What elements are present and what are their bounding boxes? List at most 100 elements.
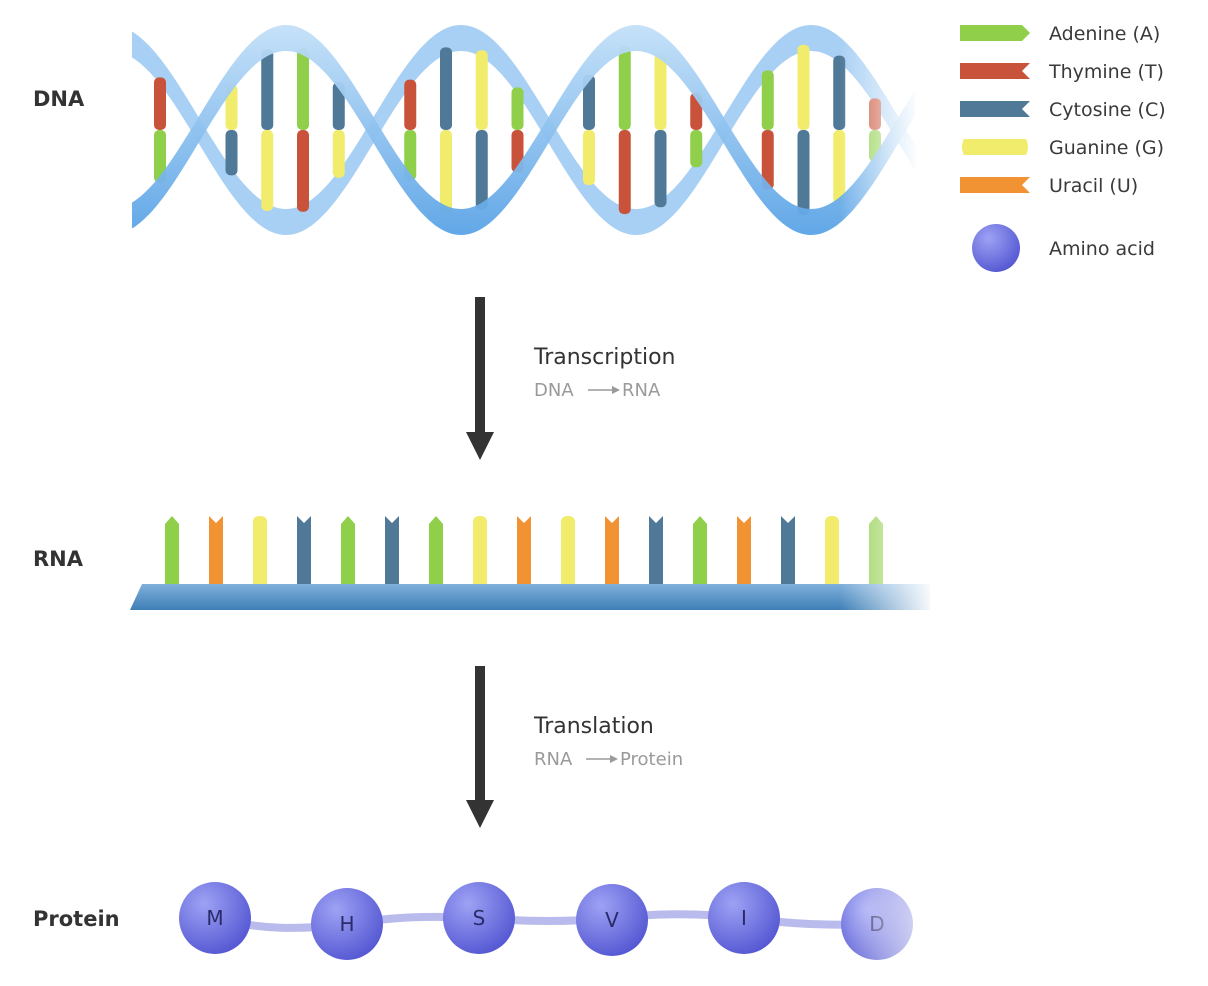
dna-double-helix xyxy=(132,10,920,260)
base-pair xyxy=(261,49,274,211)
legend-item-amino: Amino acid xyxy=(972,224,1155,272)
amino-acid-swatch-icon xyxy=(972,224,1020,272)
rna-row-label: RNA xyxy=(33,547,84,571)
rna-base-a xyxy=(165,516,179,592)
helix-back-strand xyxy=(132,25,915,235)
rna-base-u xyxy=(737,516,751,592)
amino-acid-circle xyxy=(179,882,251,954)
base-pair xyxy=(154,77,166,183)
amino-acid: I xyxy=(708,882,780,954)
translation-from: RNA xyxy=(534,749,573,770)
legend-label-a: Adenine (A) xyxy=(1049,23,1160,45)
base-t xyxy=(404,79,417,130)
rna-base-g xyxy=(825,516,839,592)
rna-base-a xyxy=(341,516,355,592)
rna-base-g xyxy=(561,516,575,592)
amino-acid-letter: H xyxy=(339,912,354,936)
rna-base-a xyxy=(693,516,707,592)
rna-base-u xyxy=(209,516,223,592)
transcription-subtitle: DNA RNA xyxy=(534,380,661,401)
base-c xyxy=(654,130,667,208)
base-pair xyxy=(475,50,488,210)
base-a xyxy=(154,130,166,183)
amino-acid-circle xyxy=(443,882,515,954)
helix-front-strand xyxy=(132,25,915,235)
protein-chain: MHSVID xyxy=(179,880,918,970)
amino-acid-letter: V xyxy=(605,908,619,932)
base-t xyxy=(761,130,774,190)
legend-swatch-u-icon xyxy=(960,177,1030,193)
legend-swatch-g-icon xyxy=(962,139,1028,155)
legend-swatch-t-icon xyxy=(960,63,1030,79)
transcription-arrow xyxy=(466,297,494,460)
legend-swatch-c-icon xyxy=(960,101,1030,117)
helix-strand-back xyxy=(132,25,915,235)
translation-title: Translation xyxy=(533,714,654,739)
legend-label-t: Thymine (T) xyxy=(1048,61,1164,83)
base-t xyxy=(297,130,309,212)
legend-item-c: Cytosine (C) xyxy=(960,99,1166,121)
base-c xyxy=(440,47,452,131)
base-pair xyxy=(332,82,345,178)
legend-label-c: Cytosine (C) xyxy=(1049,99,1166,121)
transcription-title: Transcription xyxy=(533,345,676,370)
base-pair xyxy=(618,45,631,215)
amino-acid: M xyxy=(179,882,251,954)
legend-label-amino: Amino acid xyxy=(1049,238,1155,260)
rna-backbone xyxy=(130,584,930,610)
rna-strand xyxy=(130,505,935,615)
base-g xyxy=(583,130,595,186)
legend-item-t: Thymine (T) xyxy=(960,61,1164,83)
base-g xyxy=(654,52,667,130)
legend-label-g: Guanine (G) xyxy=(1049,137,1164,159)
amino-acid-letter: S xyxy=(473,906,486,930)
dna-row-label: DNA xyxy=(33,87,85,111)
rna-base-c xyxy=(385,516,399,592)
base-a xyxy=(297,48,309,130)
base-a xyxy=(511,87,524,130)
base-g xyxy=(261,130,274,211)
base-g xyxy=(225,84,238,130)
legend-item-u: Uracil (U) xyxy=(960,175,1138,197)
base-c xyxy=(797,130,810,216)
rna-base-g xyxy=(253,516,267,592)
transcription-to: RNA xyxy=(622,380,661,401)
translation-subtitle: RNA Protein xyxy=(534,749,683,770)
legend: Adenine (A) Thymine (T) Cytosine (C) Guanin… xyxy=(960,23,1166,272)
base-c xyxy=(583,74,595,130)
legend-item-a: Adenine (A) xyxy=(960,23,1160,45)
base-pair xyxy=(654,52,667,208)
rna-base-u xyxy=(517,516,531,592)
base-g xyxy=(332,130,345,178)
rna-base-g xyxy=(473,516,487,592)
rna-base-c xyxy=(297,516,311,592)
transcription-from: DNA xyxy=(534,380,574,401)
amino-acid: S xyxy=(443,882,515,954)
base-a xyxy=(618,45,631,131)
base-a xyxy=(690,130,703,168)
legend-label-u: Uracil (U) xyxy=(1049,175,1138,197)
base-pair xyxy=(297,48,309,212)
helix-fade xyxy=(840,10,920,260)
rna-base-c xyxy=(649,516,663,592)
protein-fade xyxy=(838,880,918,970)
base-g xyxy=(797,44,810,130)
amino-acid: H xyxy=(311,888,383,960)
amino-acid-letter: M xyxy=(206,906,223,930)
amino-acid-letter: I xyxy=(741,906,747,930)
base-pair xyxy=(761,70,774,190)
base-c xyxy=(225,130,238,176)
base-c xyxy=(261,49,274,130)
base-pair xyxy=(225,84,238,176)
amino-acid-circle xyxy=(708,882,780,954)
translation-to: Protein xyxy=(620,749,683,770)
dna-base-pairs xyxy=(154,44,881,216)
base-a xyxy=(761,70,774,130)
amino-acid: V xyxy=(576,884,648,956)
rna-base-a xyxy=(429,516,443,592)
rna-bases xyxy=(165,516,883,592)
amino-acid-circle xyxy=(576,884,648,956)
translation-arrow xyxy=(466,666,494,828)
rna-base-c xyxy=(781,516,795,592)
